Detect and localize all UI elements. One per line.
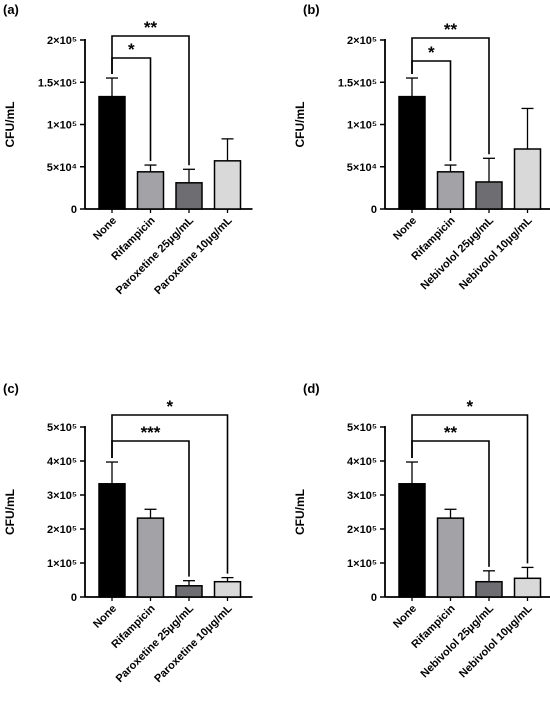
bar [475,580,503,598]
y-tick-label: 0 [371,592,377,604]
significance-label: * [166,397,173,416]
x-tick-label: None [91,215,119,243]
panel-label: (a) [3,2,19,17]
y-tick-label: 5×10⁴ [47,162,77,174]
y-axis-label: CFU/mL [3,102,17,148]
chart-panel-a: (a)CFU/mL05×10⁴1×10⁵1.5×10⁵2×10⁵NoneRifa… [3,2,253,297]
significance-label: ** [444,423,458,442]
bar [136,517,165,598]
bar [398,95,426,210]
x-tick-label: Nebivolol 25μg/mL [418,214,496,292]
bar [436,517,465,598]
x-tick-label: Paroxetine 10μg/mL [152,214,235,297]
bar [513,577,542,598]
y-tick-label: 2×10⁵ [47,524,77,536]
y-axis-label: CFU/mL [293,102,307,148]
chart-panel-b: (b)CFU/mL05×10⁴1×10⁵1.5×10⁵2×10⁵NoneRifa… [293,2,550,292]
panel-label: (b) [303,2,320,17]
bar [213,580,242,598]
y-tick-label: 4×10⁵ [47,456,77,468]
significance-label: * [466,397,473,416]
y-tick-label: 5×10⁵ [347,422,377,434]
y-tick-label: 2×10⁵ [347,35,377,47]
y-axis-label: CFU/mL [293,489,307,535]
significance-bracket [411,414,529,564]
y-tick-label: 5×10⁴ [347,162,377,174]
chart-panel-c: (c)CFU/mL01×10⁵2×10⁵3×10⁵4×10⁵5×10⁵NoneR… [3,381,253,685]
y-tick-label: 1×10⁵ [347,120,377,132]
bar [175,182,203,210]
bar [398,483,426,598]
x-tick-label: Paroxetine 10μg/mL [152,602,235,685]
y-tick-label: 0 [71,204,77,216]
bar [175,585,203,598]
panel-label: (c) [3,381,19,396]
bar [513,148,542,210]
x-tick-label: None [91,603,119,631]
x-tick-label: None [391,603,419,631]
bar [475,181,503,210]
y-tick-label: 5×10⁵ [47,422,77,434]
y-tick-label: 4×10⁵ [347,456,377,468]
significance-label: * [428,43,435,62]
significance-bracket [411,37,490,155]
chart-panel-d: (d)CFU/mL01×10⁵2×10⁵3×10⁵4×10⁵5×10⁵NoneR… [293,381,550,680]
significance-label: ** [144,18,158,37]
significance-label: *** [141,423,161,442]
x-tick-label: None [391,215,419,243]
significance-label: ** [444,20,458,39]
y-axis-label: CFU/mL [3,489,17,535]
bar [436,171,465,210]
y-tick-label: 1×10⁵ [47,558,77,570]
significance-label: * [128,40,135,59]
y-tick-label: 0 [371,204,377,216]
y-tick-label: 0 [71,592,77,604]
y-tick-label: 3×10⁵ [47,490,77,502]
y-tick-label: 3×10⁵ [347,490,377,502]
y-tick-label: 2×10⁵ [47,35,77,47]
y-tick-label: 1.5×10⁵ [338,77,377,89]
bar [136,171,165,210]
y-tick-label: 1×10⁵ [47,120,77,132]
significance-bracket [111,35,190,166]
panel-label: (d) [303,381,320,396]
x-tick-label: Nebivolol 25μg/mL [418,602,496,680]
bar [213,160,242,210]
bar [98,483,126,598]
bar [98,95,126,210]
y-tick-label: 1×10⁵ [347,558,377,570]
y-tick-label: 1.5×10⁵ [38,77,77,89]
x-tick-label: Nebivolol 10μg/mL [457,602,535,680]
x-tick-label: Nebivolol 10μg/mL [457,214,535,292]
significance-bracket [111,414,229,574]
y-tick-label: 2×10⁵ [347,524,377,536]
